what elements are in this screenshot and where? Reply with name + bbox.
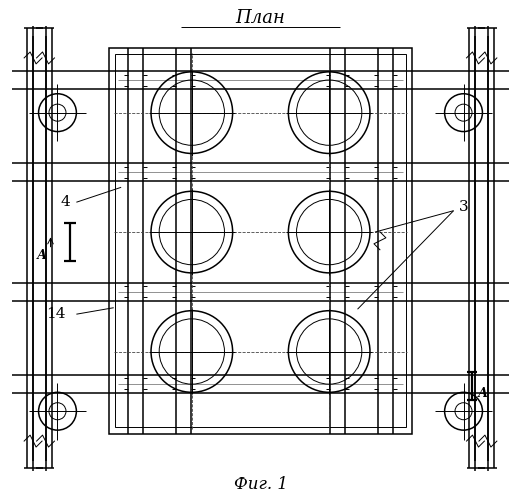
Text: 4: 4 xyxy=(60,195,70,209)
Bar xyxy=(115,54,406,427)
Bar xyxy=(109,48,412,434)
Text: 3: 3 xyxy=(458,200,468,214)
Text: А: А xyxy=(36,249,46,262)
Text: А: А xyxy=(478,387,488,400)
Text: 14: 14 xyxy=(46,307,66,321)
Text: План: План xyxy=(235,9,286,27)
Text: Фиг. 1: Фиг. 1 xyxy=(233,476,288,493)
